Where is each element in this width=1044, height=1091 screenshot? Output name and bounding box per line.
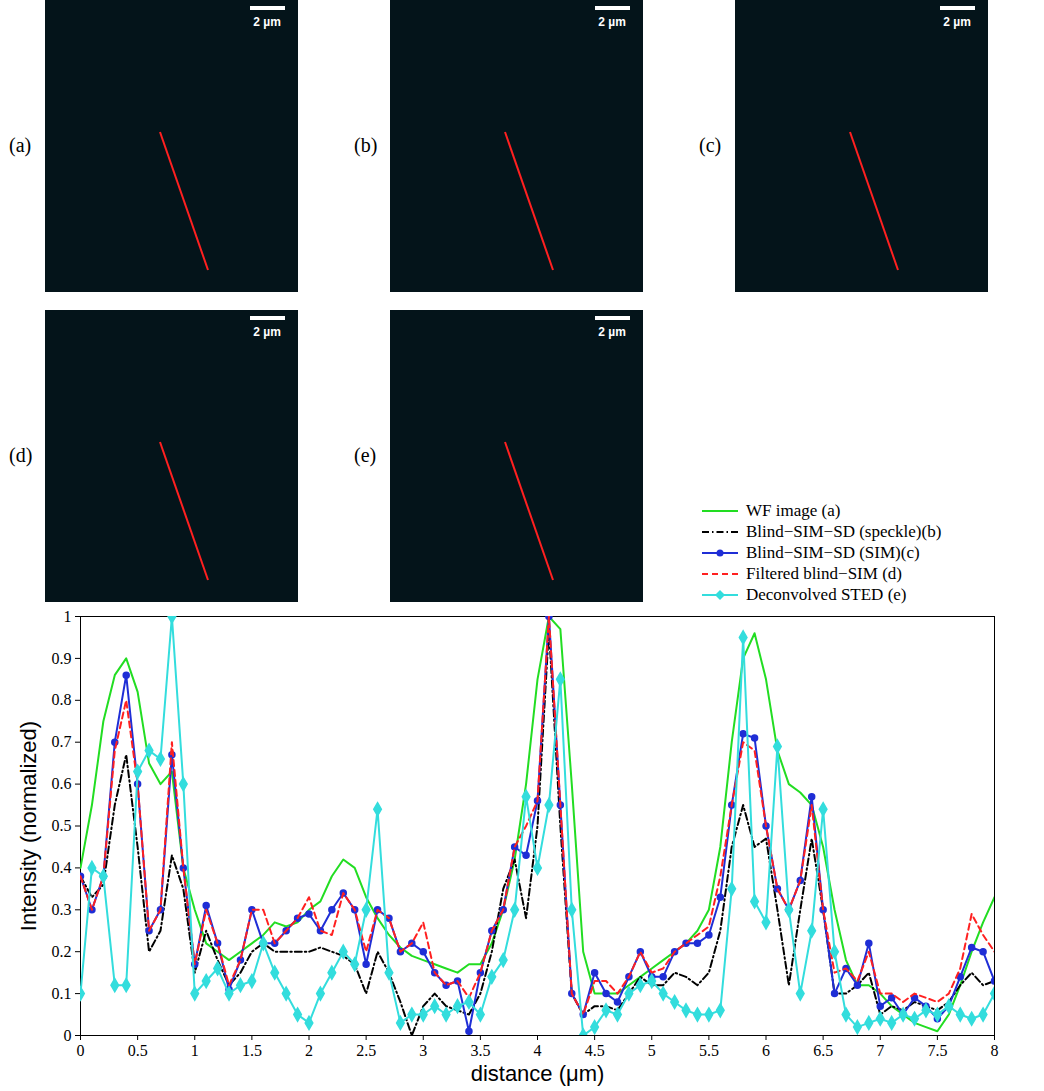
html-text:(d): (d)	[9, 444, 33, 466]
svg-text:0.8: 0.8	[52, 691, 72, 708]
html-text:Blind−SIM−SD (speckle)(b): Blind−SIM−SD (speckle)(b)	[746, 521, 942, 541]
svg-text:6: 6	[762, 1042, 770, 1059]
svg-text:5.5: 5.5	[699, 1042, 719, 1059]
svg-text:6.5: 6.5	[813, 1042, 833, 1059]
svg-text:4: 4	[534, 1042, 542, 1059]
html-text:Blind−SIM−SD (SIM)(c): Blind−SIM−SD (SIM)(c)	[746, 542, 920, 562]
svg-text:5: 5	[648, 1042, 656, 1059]
svg-text:1.5: 1.5	[242, 1042, 262, 1059]
svg-text:4.5: 4.5	[585, 1042, 605, 1059]
svg-text:0.1: 0.1	[52, 985, 72, 1002]
svg-text:2.5: 2.5	[356, 1042, 376, 1059]
svg-text:0.7: 0.7	[52, 733, 72, 750]
svg-text:1: 1	[191, 1042, 199, 1059]
html-text:(e): (e)	[354, 444, 377, 466]
svg-text:2 µm: 2 µm	[598, 325, 626, 339]
html-text:(a): (a)	[9, 134, 32, 156]
svg-text:7.5: 7.5	[927, 1042, 947, 1059]
svg-text:3: 3	[419, 1042, 427, 1059]
svg-text:0.9: 0.9	[52, 650, 72, 667]
svg-text:3.5: 3.5	[470, 1042, 490, 1059]
svg-text:0.2: 0.2	[52, 943, 72, 960]
svg-text:0.4: 0.4	[52, 859, 72, 876]
svg-text:Intensity (normalized): Intensity (normalized)	[16, 721, 41, 931]
svg-text:0: 0	[77, 1042, 85, 1059]
svg-text:8: 8	[991, 1042, 999, 1059]
svg-text:0: 0	[64, 1027, 72, 1044]
svg-text:7: 7	[876, 1042, 884, 1059]
svg-text:0.5: 0.5	[128, 1042, 148, 1059]
svg-text:distance (μm): distance (μm)	[471, 1061, 605, 1086]
html-text:(b): (b)	[354, 134, 378, 156]
svg-text:2 µm: 2 µm	[598, 15, 626, 29]
svg-text:2 µm: 2 µm	[253, 325, 281, 339]
svg-text:2: 2	[305, 1042, 313, 1059]
svg-text:0.3: 0.3	[52, 901, 72, 918]
svg-text:1: 1	[64, 608, 72, 625]
svg-text:0.5: 0.5	[52, 817, 72, 834]
html-text:WF image (a): WF image (a)	[746, 500, 841, 520]
html-text:Filtered blind−SIM (d): Filtered blind−SIM (d)	[746, 563, 902, 583]
svg-text:0.6: 0.6	[52, 775, 72, 792]
svg-text:2 µm: 2 µm	[943, 15, 971, 29]
svg-text:2 µm: 2 µm	[253, 15, 281, 29]
html-text:Deconvolved STED (e): Deconvolved STED (e)	[746, 584, 907, 604]
html-text:(c): (c)	[699, 134, 722, 156]
